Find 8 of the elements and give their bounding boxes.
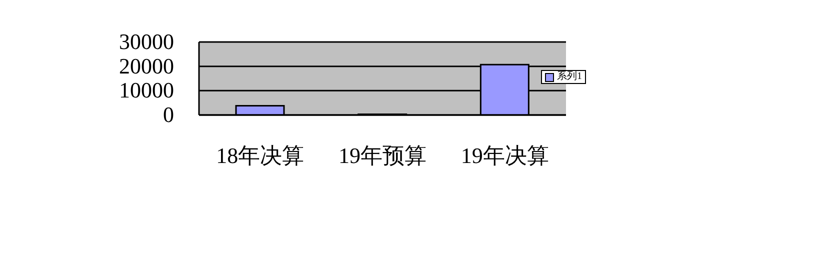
y-tick-label: 10000 <box>119 78 174 103</box>
y-tick-label: 0 <box>163 102 174 127</box>
x-tick-label: 18年决算 <box>216 143 304 168</box>
x-tick-label: 19年预算 <box>338 143 426 168</box>
x-tick-label: 19年决算 <box>460 143 549 168</box>
legend-label: 系列1 <box>557 71 582 83</box>
y-tick-label: 30000 <box>119 29 174 54</box>
y-tick-label: 20000 <box>119 53 174 78</box>
